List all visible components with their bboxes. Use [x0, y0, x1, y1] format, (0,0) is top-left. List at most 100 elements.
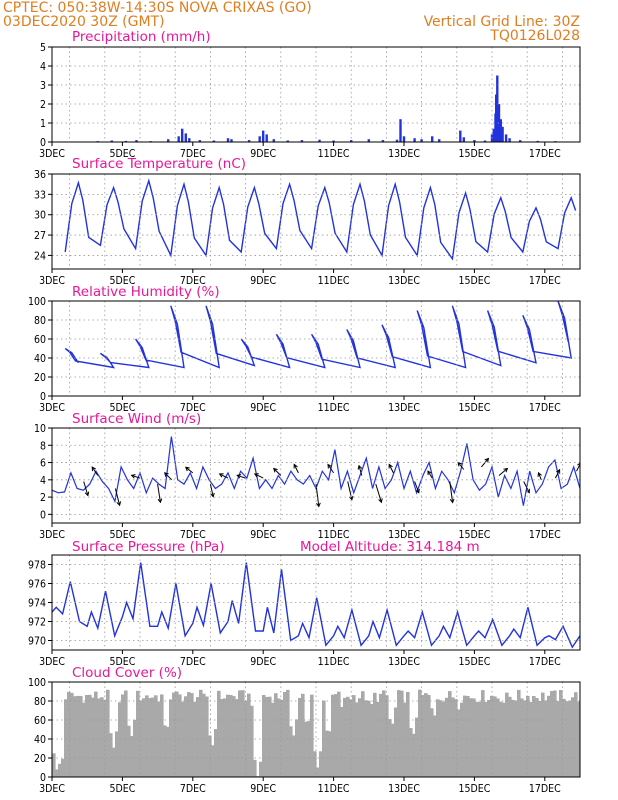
wind-arrow-head — [253, 473, 259, 478]
xtick-label: 5DEC — [109, 656, 135, 668]
wind-arrow-head — [427, 470, 432, 476]
cloud-bar — [346, 696, 350, 777]
cloud-bar — [337, 691, 341, 777]
panel-cloud: 0 20 40 60 80 100 3DEC 5DEC 7DEC 9DEC 11DEC 13DEC 15… — [28, 665, 581, 795]
cloud-bar — [85, 695, 89, 777]
precip-bar — [483, 140, 487, 142]
cloud-bar — [58, 763, 62, 777]
temp-line — [64, 178, 577, 261]
cloud-bar — [397, 690, 401, 777]
ytick-label: 3 — [40, 80, 46, 92]
cloud-bar — [181, 701, 185, 777]
precip-bar — [508, 138, 511, 142]
wind-arrow — [114, 488, 121, 506]
xtick-label: 9DEC — [250, 656, 276, 668]
cloud-bar — [127, 725, 131, 777]
cloud-bar — [223, 698, 227, 777]
cloud-bar — [358, 698, 362, 777]
cloud-bar — [547, 695, 551, 777]
model-altitude-label: Model Altitude: 314.184 m — [300, 539, 480, 555]
wind-arrow — [457, 462, 465, 470]
ytick-label: 27 — [34, 230, 46, 242]
cloud-bar — [391, 723, 395, 777]
cloud-bar — [322, 700, 326, 777]
wind-arrow-head — [357, 464, 363, 470]
wind-arrow — [449, 481, 454, 503]
ytick-label: 2 — [40, 99, 46, 111]
cloud-bar — [484, 702, 488, 777]
ytick-label: 4 — [40, 61, 46, 73]
precip-bar — [399, 119, 402, 142]
xtick-label: 9DEC — [250, 529, 276, 541]
wind-arrow — [131, 474, 141, 479]
wind-arrow — [293, 464, 299, 474]
cloud-bar — [157, 701, 161, 777]
cloud-bar — [466, 696, 470, 777]
cloud-bar — [241, 690, 245, 777]
cloud-bar — [115, 731, 119, 777]
precip-bar — [198, 140, 201, 142]
ytick-label: 2 — [40, 492, 46, 504]
cloud-bar — [121, 694, 125, 777]
xtick-label: 13DEC — [388, 529, 420, 541]
cloud-bar — [433, 715, 437, 777]
cloud-bar — [88, 694, 92, 777]
xtick-label: 7DEC — [180, 783, 206, 795]
cloud-bar — [184, 696, 188, 777]
cloud-bar — [574, 692, 578, 777]
panel-precip: 0 1 2 3 4 5 3DEC 5DEC 7DEC 9DEC 11DEC 13DEC 15DEC 17D… — [39, 29, 581, 160]
cloud-bar — [130, 736, 134, 777]
cloud-bar — [379, 693, 383, 777]
cloud-bar — [460, 702, 464, 777]
xtick-label: 13DEC — [388, 148, 420, 160]
wind-arrow-head — [415, 488, 420, 494]
data-rh — [64, 301, 573, 369]
cloud-bar — [169, 699, 173, 777]
xtick-label: 11DEC — [318, 402, 350, 414]
xtick-label: 11DEC — [318, 656, 350, 668]
cloud-bar — [124, 690, 128, 777]
ytick-label: 0 — [40, 772, 46, 784]
panel-title-pressure: Surface Pressure (hPa) — [72, 539, 225, 555]
cloud-bar — [271, 702, 275, 777]
ytick-label: 80 — [34, 696, 46, 708]
cloud-bar — [559, 690, 563, 777]
ytick-label: 974 — [28, 598, 46, 610]
frame-cloud — [51, 681, 581, 778]
cloud-bar — [106, 689, 110, 777]
ytick-label: 5 — [40, 42, 46, 54]
cloud-bar — [211, 745, 215, 777]
cloud-bar — [217, 690, 221, 777]
wind-arrow-head — [236, 474, 242, 479]
cloud-bar — [331, 694, 335, 777]
precip-bar — [413, 138, 416, 142]
xtick-label: 17DEC — [529, 402, 561, 414]
cloud-bar — [418, 689, 422, 777]
wind-arrow-head — [348, 495, 354, 501]
cloud-bar — [499, 701, 503, 777]
cloud-bar — [505, 692, 509, 777]
wind-arrow-head — [388, 463, 393, 469]
cloud-bar — [502, 702, 506, 777]
panel-wind: 0 2 4 6 8 10 3DEC 5DEC 7DEC 9DEC 11DEC 13DEC 15DEC 17… — [34, 411, 581, 541]
cloud-bar — [91, 697, 95, 777]
ytick-label: 40 — [34, 734, 46, 746]
xtick-label: 17DEC — [529, 148, 561, 160]
ytick-label: 10 — [34, 423, 46, 435]
xtick-label: 7DEC — [180, 275, 206, 287]
ytick-label: 0 — [40, 137, 46, 149]
wind-arrow-head — [316, 502, 321, 508]
cloud-bar — [544, 700, 548, 777]
cloud-bar — [109, 733, 113, 777]
cloud-bar — [304, 721, 308, 777]
cloud-bar — [205, 696, 209, 777]
cloud-bar — [118, 702, 122, 777]
wind-arrow — [427, 470, 433, 479]
cloud-bar — [166, 726, 170, 777]
plot-area-precip — [52, 47, 580, 142]
cloud-bar — [154, 695, 158, 777]
ytick-label: 24 — [34, 250, 46, 262]
cloud-bar — [214, 729, 218, 777]
precip-bar — [459, 130, 462, 142]
cloud-bar — [430, 708, 434, 777]
